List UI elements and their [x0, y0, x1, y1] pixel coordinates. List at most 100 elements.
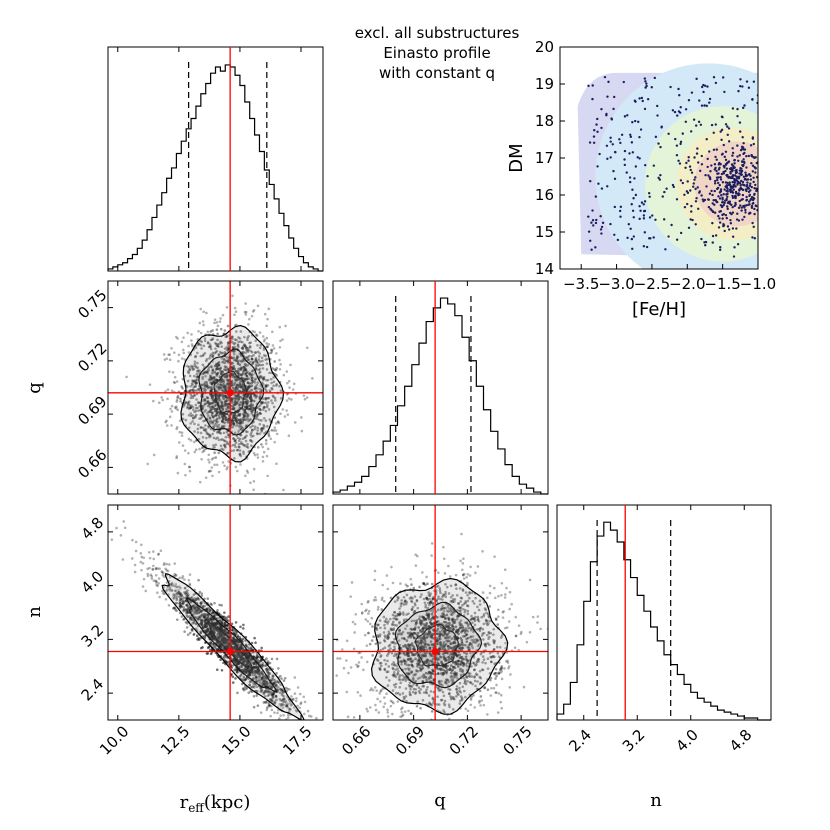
- sample-point: [227, 398, 230, 402]
- sample-point: [172, 597, 175, 600]
- sample-point: [264, 396, 268, 400]
- sample-point: [248, 683, 252, 687]
- sample-point: [208, 461, 211, 464]
- sample-point: [184, 473, 187, 477]
- sample-point: [207, 470, 211, 473]
- sample-point: [458, 609, 461, 613]
- sample-point: [471, 599, 475, 603]
- sample-point: [167, 563, 171, 566]
- sample-point: [326, 578, 329, 581]
- sample-point: [181, 387, 184, 390]
- sample-point: [273, 416, 277, 419]
- sample-point: [272, 682, 276, 685]
- sample-point: [495, 645, 499, 649]
- sample-point: [260, 419, 263, 422]
- sample-point: [244, 424, 248, 428]
- sample-point: [256, 453, 259, 456]
- sample-point: [178, 592, 182, 596]
- sample-point: [197, 387, 201, 391]
- sample-point: [250, 384, 254, 388]
- sample-point: [275, 382, 278, 386]
- sample-point: [253, 662, 256, 666]
- sample-point: [213, 376, 216, 379]
- sample-point: [249, 438, 252, 442]
- sample-point: [254, 356, 258, 360]
- sample-point: [258, 407, 262, 411]
- sample-point: [176, 471, 180, 475]
- sample-point: [152, 453, 156, 457]
- sample-point: [203, 616, 207, 619]
- sample-point: [188, 389, 191, 393]
- sample-point: [267, 408, 271, 411]
- sample-point: [215, 622, 219, 626]
- sample-point: [235, 661, 239, 665]
- sample-point: [217, 425, 220, 429]
- sample-point: [245, 687, 248, 691]
- sample-point: [395, 618, 398, 621]
- sample-point: [223, 424, 226, 428]
- sample-point: [441, 629, 444, 632]
- sample-point: [187, 402, 190, 405]
- sample-point: [391, 673, 395, 677]
- sample-point: [246, 338, 249, 342]
- sample-point: [236, 436, 240, 440]
- sample-point: [248, 680, 252, 684]
- sample-point: [456, 692, 459, 695]
- sample-point: [273, 368, 277, 372]
- sample-point: [187, 371, 191, 375]
- sample-point: [266, 681, 269, 685]
- sample-point: [265, 368, 269, 371]
- sample-point: [425, 596, 428, 600]
- sample-point: [489, 655, 492, 659]
- sample-point: [281, 408, 285, 411]
- sample-point: [226, 630, 229, 634]
- sample-point: [271, 695, 275, 699]
- sample-point: [450, 613, 454, 617]
- sample-point: [365, 707, 368, 711]
- sample-point: [262, 679, 266, 683]
- sample-point: [259, 427, 263, 431]
- sample-point: [508, 590, 512, 594]
- sample-point: [399, 602, 403, 605]
- sample-point: [282, 488, 285, 492]
- sample-point: [459, 606, 463, 610]
- sample-point: [445, 670, 448, 674]
- sample-point: [187, 578, 191, 582]
- sample-point: [223, 412, 227, 416]
- sample-point: [310, 726, 313, 729]
- sample-point: [248, 671, 252, 674]
- sample-point: [286, 413, 290, 416]
- sample-point: [183, 586, 187, 590]
- sample-point: [250, 412, 253, 415]
- sample-point: [461, 573, 465, 577]
- sample-point: [504, 641, 507, 645]
- sample-point: [173, 381, 177, 385]
- sample-point: [366, 601, 370, 604]
- sample-point: [274, 399, 277, 402]
- sample-point: [263, 405, 266, 409]
- sample-point: [199, 601, 203, 605]
- sample-point: [202, 614, 206, 618]
- sample-point: [430, 554, 433, 557]
- sample-point: [428, 602, 432, 605]
- sample-point: [179, 397, 182, 401]
- sample-point: [193, 422, 196, 426]
- sample-point: [243, 444, 247, 447]
- sample-point: [226, 324, 230, 328]
- sample-point: [186, 595, 190, 598]
- sample-point: [192, 394, 196, 397]
- sample-point: [238, 414, 241, 417]
- sample-point: [205, 370, 209, 374]
- sample-point: [231, 367, 235, 370]
- sample-point: [497, 671, 501, 675]
- sample-point: [391, 613, 395, 617]
- sample-point: [400, 602, 404, 605]
- sample-point: [259, 690, 262, 693]
- sample-point: [200, 594, 204, 598]
- sample-point: [216, 344, 220, 348]
- sample-point: [219, 350, 222, 354]
- sample-point: [194, 382, 198, 385]
- sample-point: [254, 351, 257, 355]
- sample-point: [456, 677, 459, 680]
- sample-point: [429, 648, 432, 652]
